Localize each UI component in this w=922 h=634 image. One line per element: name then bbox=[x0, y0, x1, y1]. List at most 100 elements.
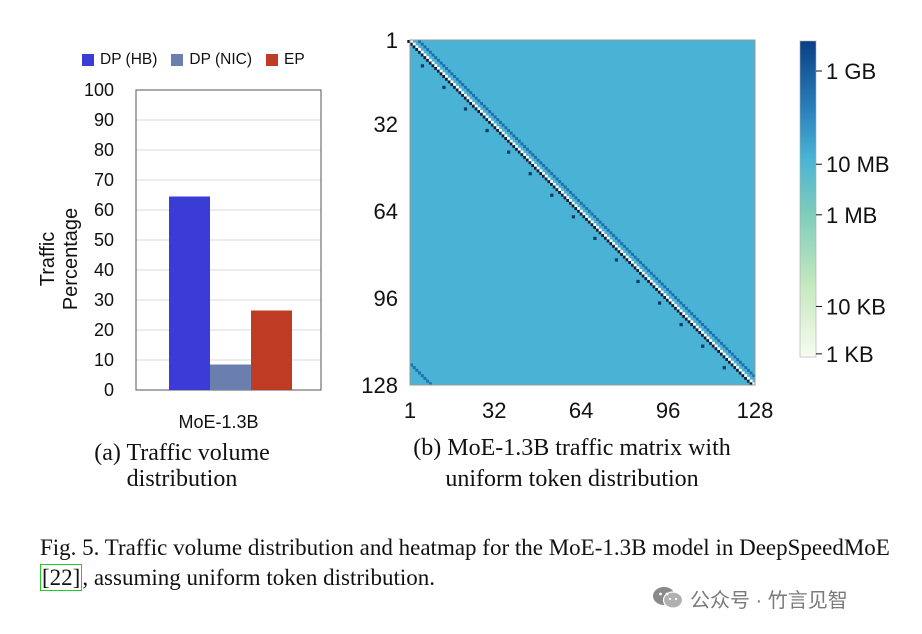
heatmap-diag-cell bbox=[447, 77, 451, 81]
heatmap-offdiag-cell bbox=[644, 266, 648, 270]
heatmap-sparse-cell bbox=[593, 236, 597, 240]
heatmap-offdiag-cell bbox=[620, 242, 624, 246]
heatmap-diag-edge-cell bbox=[447, 80, 451, 84]
bar-dp-hb bbox=[169, 196, 210, 390]
heatmap-diag-edge-cell bbox=[598, 231, 602, 235]
heatmap-offdiag-cell bbox=[461, 83, 465, 87]
heatmap-offdiag-cell bbox=[420, 42, 424, 46]
heatmap-diag-cell bbox=[695, 325, 699, 329]
heatmap-offdiag-cell bbox=[563, 185, 567, 189]
heatmap-diag-edge-cell bbox=[442, 75, 446, 79]
heatmap-offdiag-cell bbox=[550, 172, 554, 176]
heatmap-diag-cell bbox=[410, 40, 413, 43]
heatmap-diag-edge-cell bbox=[679, 312, 683, 316]
heatmap-offdiag-cell bbox=[639, 261, 643, 264]
heatmap-offdiag-cell bbox=[703, 325, 707, 329]
heatmap-diag-edge-cell bbox=[458, 91, 462, 95]
citation-link[interactable]: [22] bbox=[40, 564, 83, 591]
heatmap-offdiag-cell bbox=[622, 244, 626, 248]
y-tick-label: 90 bbox=[94, 110, 114, 130]
heatmap-diag-cell bbox=[614, 244, 618, 248]
heatmap-offdiag-cell bbox=[609, 231, 613, 235]
heatmap-sparse-cell bbox=[657, 301, 662, 305]
heatmap-sparse-cell bbox=[528, 172, 532, 176]
heatmap-offdiag-cell bbox=[436, 58, 440, 62]
heatmap-diag-cell bbox=[612, 242, 616, 246]
heatmap-diag-cell bbox=[663, 293, 667, 297]
caption-b: (b) MoE-1.3B traffic matrix with uniform… bbox=[372, 433, 772, 495]
heatmap-diag-edge-cell bbox=[682, 314, 686, 318]
watermark-text: 公众号 · 竹言见智 bbox=[690, 589, 848, 612]
heatmap-offdiag-cell bbox=[453, 75, 457, 79]
colorbar-tick-label: 1 KB bbox=[826, 342, 874, 367]
heatmap-diag-cell bbox=[679, 309, 683, 313]
heatmap-offdiag-cell bbox=[606, 228, 610, 232]
heatmap-diag-edge-cell bbox=[628, 261, 632, 264]
heatmap-offdiag-cell bbox=[660, 282, 664, 286]
heatmap-offdiag-cell bbox=[434, 56, 438, 60]
heatmap-diag-edge-cell bbox=[657, 290, 661, 294]
heatmap-diag-edge-cell bbox=[469, 101, 473, 105]
colorbar-tick-label: 10 KB bbox=[826, 294, 886, 319]
heatmap-diag-edge-cell bbox=[439, 72, 443, 76]
heatmap-diag-edge-cell bbox=[512, 145, 516, 149]
heatmap-diag-edge-cell bbox=[736, 368, 740, 372]
heatmap-diag-edge-cell bbox=[671, 304, 675, 308]
heatmap-offdiag-cell bbox=[749, 371, 753, 375]
heatmap-diag-edge-cell bbox=[617, 250, 621, 254]
heatmap-diag-edge-cell bbox=[563, 196, 567, 200]
heatmap-diag-edge-cell bbox=[609, 242, 613, 246]
heatmap-y-tick-label: 96 bbox=[374, 286, 398, 311]
heatmap-offdiag-cell bbox=[439, 61, 443, 65]
heatmap-diag-cell bbox=[544, 174, 548, 178]
heatmap-offdiag-cell bbox=[746, 368, 750, 372]
heatmap-sparse-cell bbox=[679, 323, 683, 327]
heatmap-diag-cell bbox=[531, 161, 535, 165]
heatmap-diag-cell bbox=[577, 207, 581, 211]
heatmap-diag-edge-cell bbox=[504, 137, 508, 140]
heatmap-offdiag-cell bbox=[525, 147, 529, 151]
heatmap-offdiag-cell bbox=[509, 131, 513, 135]
heatmap-diag-edge-cell bbox=[453, 85, 457, 89]
heatmap-offdiag-cell bbox=[431, 53, 435, 57]
heatmap-diag-cell bbox=[671, 301, 675, 305]
heatmap-diag-edge-cell bbox=[601, 234, 605, 238]
heatmap-diag-edge-cell bbox=[655, 287, 659, 291]
legend-label-dp-nic: DP (NIC) bbox=[189, 51, 252, 68]
heatmap-diag-cell bbox=[649, 279, 653, 283]
heatmap-diag-cell bbox=[515, 145, 519, 149]
heatmap-diag-edge-cell bbox=[507, 139, 510, 143]
heatmap-corner-cell bbox=[420, 374, 424, 378]
heatmap-diag-edge-cell bbox=[501, 134, 505, 138]
heatmap-diag-cell bbox=[736, 366, 740, 370]
y-tick-label: 100 bbox=[84, 80, 114, 100]
legend-swatch-dp-nic bbox=[171, 54, 184, 66]
heatmap-offdiag-cell bbox=[698, 320, 702, 324]
heatmap-diag-edge-cell bbox=[590, 223, 594, 227]
heatmap-diag-cell bbox=[415, 45, 419, 49]
heatmap-diag-edge-cell bbox=[585, 217, 589, 221]
heatmap-offdiag-cell bbox=[477, 99, 481, 103]
heatmap-diag-cell bbox=[657, 287, 661, 291]
legend-swatch-dp-hb bbox=[82, 54, 94, 66]
caption-b-line2: uniform token distribution bbox=[445, 466, 699, 492]
heatmap-diag-cell bbox=[569, 199, 572, 202]
heatmap-diag-cell bbox=[420, 50, 424, 54]
heatmap-offdiag-cell bbox=[741, 363, 745, 367]
heatmap-offdiag-cell bbox=[469, 91, 473, 95]
heatmap-offdiag-cell bbox=[687, 309, 691, 313]
heatmap-diag-edge-cell bbox=[450, 83, 454, 87]
heatmap-offdiag-cell bbox=[498, 120, 502, 124]
legend-label-ep: EP bbox=[284, 51, 305, 68]
heatmap-diag-edge-cell bbox=[714, 347, 718, 351]
heatmap-diag-cell bbox=[706, 336, 710, 340]
heatmap-diag-cell bbox=[738, 368, 742, 372]
heatmap-diag-edge-cell bbox=[485, 118, 489, 122]
heatmap-offdiag-cell bbox=[493, 115, 497, 119]
heatmap-offdiag-cell bbox=[445, 66, 449, 70]
heatmap-diag-edge-cell bbox=[488, 120, 492, 124]
heatmap-diag-cell bbox=[609, 239, 613, 243]
heatmap-diag-edge-cell bbox=[420, 53, 424, 57]
heatmap-diag-cell bbox=[466, 96, 470, 100]
